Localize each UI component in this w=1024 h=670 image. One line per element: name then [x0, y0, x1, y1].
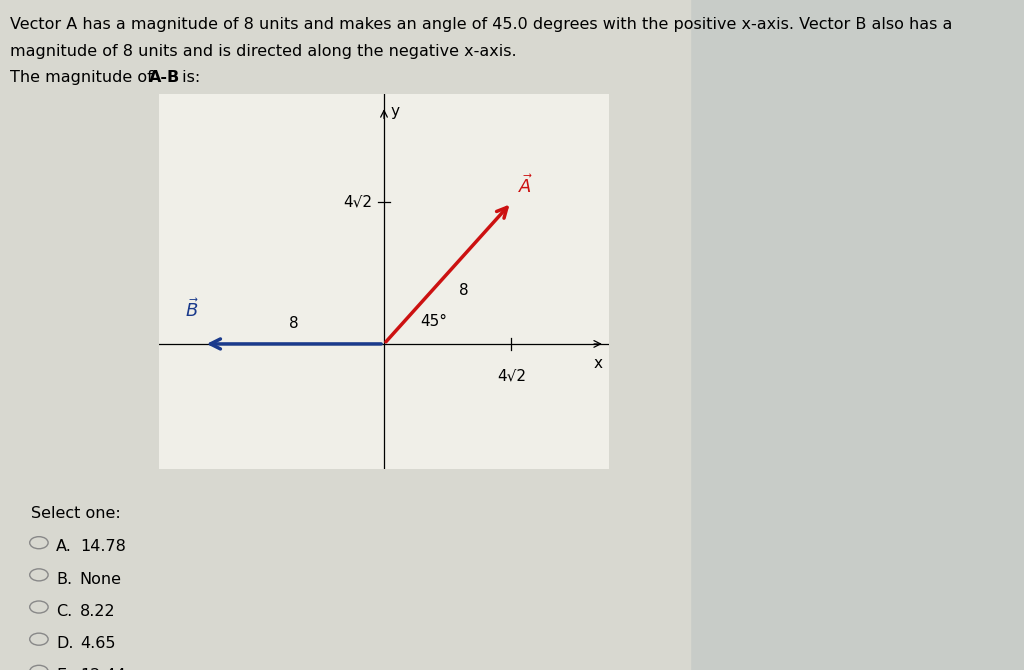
- Text: C.: C.: [56, 604, 73, 618]
- Text: B.: B.: [56, 572, 73, 586]
- Text: 8: 8: [459, 283, 468, 298]
- Text: 8.22: 8.22: [80, 604, 116, 618]
- Text: D.: D.: [56, 636, 74, 651]
- Text: 14.78: 14.78: [80, 539, 126, 554]
- Text: A.: A.: [56, 539, 73, 554]
- Text: y: y: [391, 104, 399, 119]
- Text: 8: 8: [289, 316, 299, 332]
- Text: x: x: [594, 356, 602, 371]
- Text: Select one:: Select one:: [31, 506, 121, 521]
- Text: The magnitude of: The magnitude of: [10, 70, 158, 85]
- Text: 4√2: 4√2: [497, 369, 526, 384]
- Text: 45°: 45°: [420, 314, 447, 329]
- Text: A-B: A-B: [148, 70, 180, 85]
- Text: $\vec{B}$: $\vec{B}$: [185, 299, 200, 322]
- Text: Vector A has a magnitude of 8 units and makes an angle of 45.0 degrees with the : Vector A has a magnitude of 8 units and …: [10, 17, 952, 31]
- Text: magnitude of 8 units and is directed along the negative x-axis.: magnitude of 8 units and is directed alo…: [10, 44, 517, 58]
- Text: is:: is:: [177, 70, 201, 85]
- Text: 4.65: 4.65: [80, 636, 116, 651]
- Text: E.: E.: [56, 668, 72, 670]
- Text: $\vec{A}$: $\vec{A}$: [518, 175, 534, 198]
- Text: None: None: [80, 572, 122, 586]
- Text: 4√2: 4√2: [344, 195, 373, 210]
- Text: 12.44: 12.44: [80, 668, 126, 670]
